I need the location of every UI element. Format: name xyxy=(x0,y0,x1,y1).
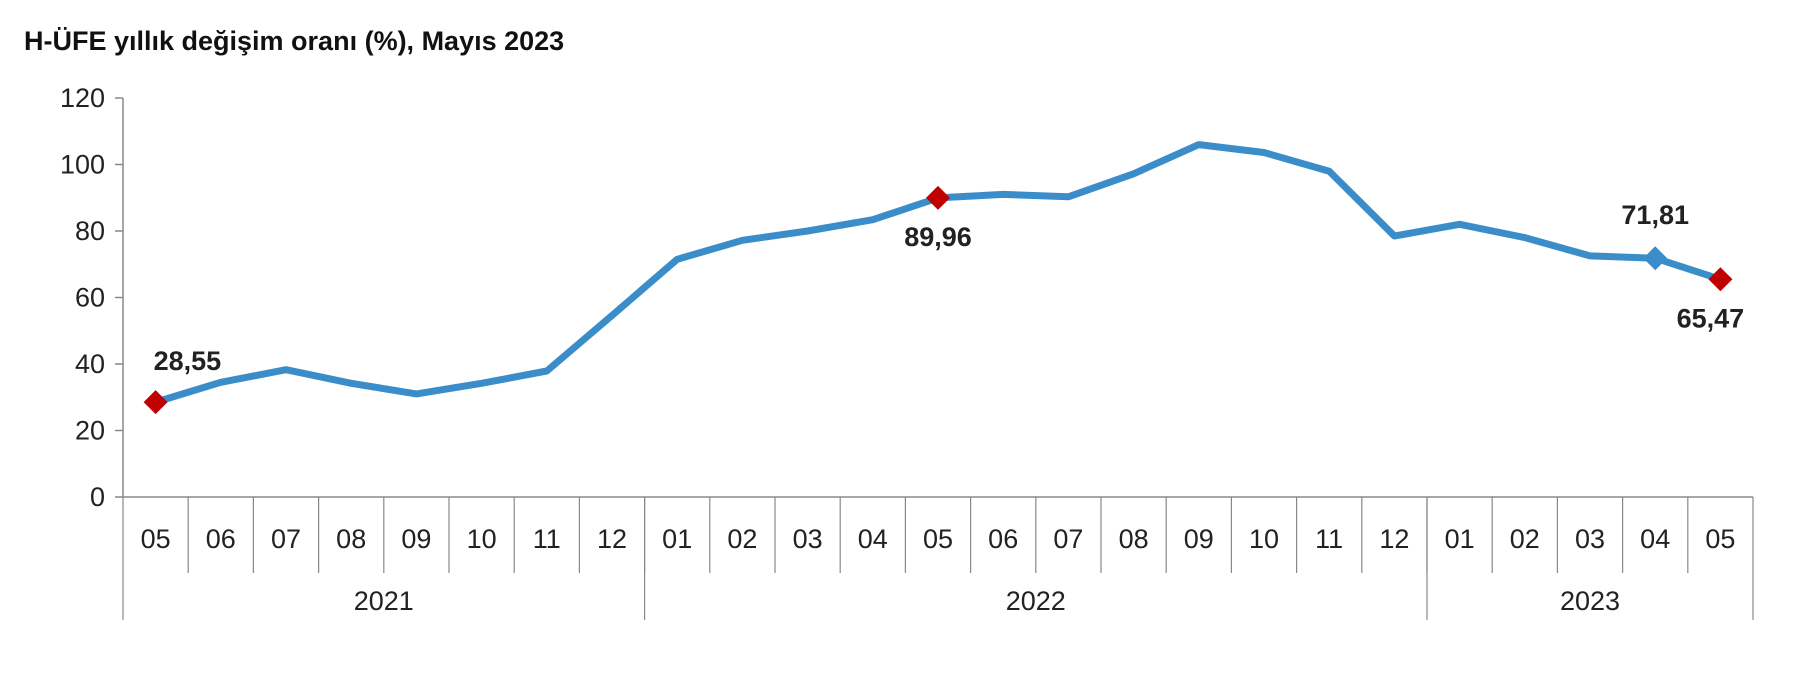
y-tick-label: 100 xyxy=(60,150,105,180)
year-label: 2023 xyxy=(1560,586,1620,616)
x-tick-label: 12 xyxy=(1379,524,1409,554)
y-tick-label: 80 xyxy=(75,216,105,246)
x-tick-label: 05 xyxy=(141,524,171,554)
x-tick-label: 01 xyxy=(662,524,692,554)
x-tick-label: 05 xyxy=(1705,524,1735,554)
x-tick-label: 05 xyxy=(923,524,953,554)
y-tick-label: 60 xyxy=(75,283,105,313)
x-tick-label: 02 xyxy=(727,524,757,554)
x-tick-label: 11 xyxy=(1315,524,1343,554)
x-tick-label: 01 xyxy=(1445,524,1475,554)
x-tick-label: 06 xyxy=(988,524,1018,554)
y-tick-label: 0 xyxy=(90,482,105,512)
data-point-marker xyxy=(143,390,168,415)
data-point-marker xyxy=(926,185,950,210)
data-label: 65,47 xyxy=(1677,303,1745,333)
x-tick-label: 07 xyxy=(1053,524,1083,554)
data-label: 71,81 xyxy=(1621,200,1689,230)
series-line xyxy=(152,141,1724,406)
y-tick-label: 20 xyxy=(75,416,105,446)
x-tick-label: 10 xyxy=(467,524,497,554)
data-label: 28,55 xyxy=(154,346,222,376)
x-tick-label: 09 xyxy=(401,524,431,554)
x-tick-label: 03 xyxy=(793,524,823,554)
data-point-marker xyxy=(1643,246,1668,271)
x-tick-label: 12 xyxy=(597,524,627,554)
data-point-marker xyxy=(1708,267,1733,292)
x-tick-label: 02 xyxy=(1510,524,1540,554)
x-tick-label: 04 xyxy=(858,524,888,554)
y-tick-label: 120 xyxy=(60,83,105,113)
x-tick-label: 06 xyxy=(206,524,236,554)
year-label: 2021 xyxy=(354,586,414,616)
x-tick-label: 04 xyxy=(1640,524,1670,554)
x-tick-label: 07 xyxy=(271,524,301,554)
x-tick-label: 08 xyxy=(336,524,366,554)
x-tick-label: 08 xyxy=(1119,524,1149,554)
chart-title: H-ÜFE yıllık değişim oranı (%), Mayıs 20… xyxy=(24,26,565,56)
year-label: 2022 xyxy=(1006,586,1066,616)
y-tick-label: 40 xyxy=(75,349,105,379)
x-tick-label: 09 xyxy=(1184,524,1214,554)
x-tick-label: 10 xyxy=(1249,524,1279,554)
x-tick-label: 03 xyxy=(1575,524,1605,554)
data-label: 89,96 xyxy=(904,222,972,252)
x-tick-label: 11 xyxy=(533,524,561,554)
